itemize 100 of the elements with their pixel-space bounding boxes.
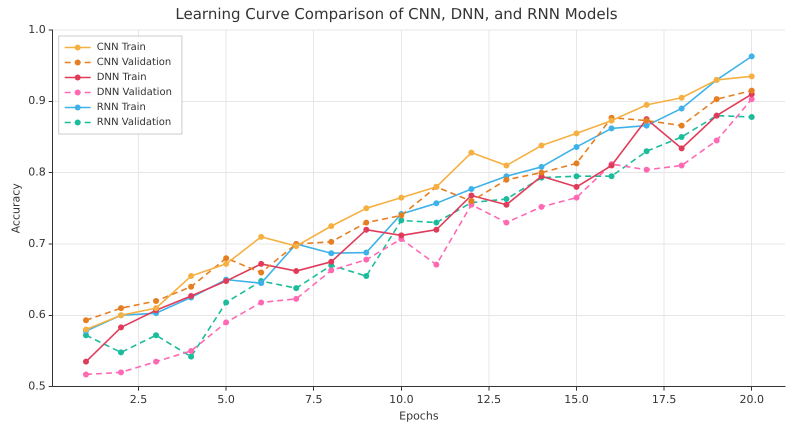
point [188,348,194,354]
point [188,273,194,280]
legend-label: RNN Train [96,102,146,114]
point [328,250,334,256]
point [363,220,370,226]
point [328,267,334,274]
point [433,200,440,206]
y-tick-label: 1.0 [28,22,46,36]
point [503,196,510,202]
point [748,88,755,94]
x-tick-label: 10.0 [389,393,414,406]
x-tick-label: 17.5 [652,393,676,406]
point [574,173,580,180]
point [363,226,370,233]
legend-label: CNN Validation [96,57,172,68]
point [608,173,615,180]
point [678,145,685,152]
x-tick-label: 20.0 [739,393,764,406]
point [293,285,300,292]
point [153,332,160,338]
point [82,371,89,378]
point [644,166,650,173]
point [433,262,440,268]
point [398,194,404,201]
point [118,349,124,356]
point [678,105,685,112]
point [328,223,334,230]
point [118,324,124,330]
point [503,202,510,208]
point [608,118,615,124]
point [188,284,194,290]
x-tick-label: 7.5 [304,393,322,406]
point [118,305,124,312]
point [82,317,89,324]
point [678,94,685,101]
point [468,186,474,192]
point [714,138,720,144]
point [153,298,160,304]
y-tick-label: 0.8 [28,166,46,178]
point [223,299,230,306]
point [118,369,124,376]
point [644,148,650,154]
point [574,184,580,190]
point [258,260,264,267]
point [748,53,755,60]
y-tick-label: 0.9 [28,94,46,108]
point [153,358,160,365]
y-tick-label: 0.7 [28,236,46,250]
point [293,243,300,250]
point [293,296,300,302]
point [258,269,264,276]
point [714,96,720,102]
point [644,122,650,129]
y-axis-title: Accuracy [9,182,22,234]
legend-label: RNN Validation [96,117,172,128]
point [468,150,474,156]
point [503,162,510,169]
point [293,268,300,274]
x-tick-label: 5.0 [217,393,235,406]
point [748,114,755,120]
point [678,162,685,169]
point [363,256,370,263]
point [363,273,370,280]
point [748,73,755,80]
point [503,176,510,183]
point [82,358,89,365]
point [398,232,404,238]
point [398,217,404,224]
point [258,234,264,240]
chart-title: Learning Curve Comparison of CNN, DNN, and RNN Models [175,4,618,23]
point [538,204,544,210]
point [223,260,230,267]
legend-label: CNN Train [96,42,146,54]
point [644,102,650,108]
point [678,134,685,140]
point [574,130,580,136]
point [363,205,370,212]
point [574,160,580,166]
point [574,144,580,150]
legend-label: DNN Validation [96,87,172,98]
point [468,192,474,198]
x-tick-label: 12.5 [476,393,502,406]
point [328,238,334,245]
point [433,220,440,226]
x-axis-title: Epochs [399,409,439,422]
point [608,125,615,132]
point [363,250,370,256]
point [258,299,264,306]
x-tick-label: 2.5 [130,393,148,406]
point [223,255,230,262]
point [538,142,544,149]
x-tick-label: 15.0 [564,393,589,406]
point [223,319,230,326]
legend-label: DNN Train [96,72,147,84]
y-tick-label: 0.5 [28,379,46,392]
point [503,220,510,226]
point [328,258,334,265]
point [433,226,440,233]
y-tick-label: 0.6 [28,308,46,322]
point [538,164,544,170]
